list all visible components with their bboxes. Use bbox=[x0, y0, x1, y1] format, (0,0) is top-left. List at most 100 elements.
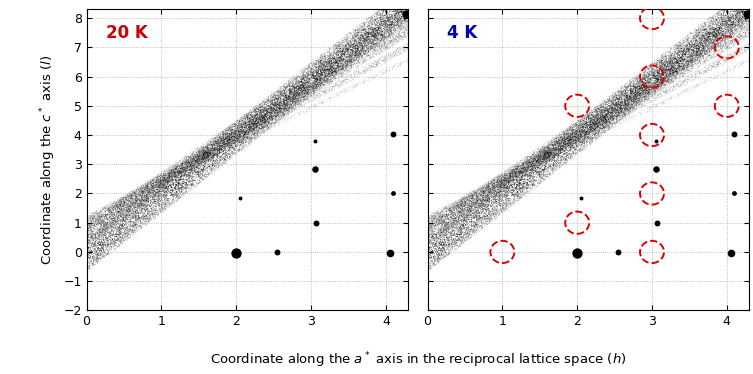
Point bbox=[709, 26, 721, 32]
Point bbox=[251, 125, 263, 131]
Point bbox=[431, 251, 443, 257]
Point bbox=[533, 150, 545, 156]
Point bbox=[498, 178, 511, 184]
Point bbox=[83, 231, 95, 237]
Point bbox=[242, 134, 254, 140]
Point bbox=[441, 220, 453, 226]
Point bbox=[672, 50, 684, 56]
Point bbox=[272, 108, 284, 114]
Point bbox=[382, 18, 394, 24]
Point bbox=[189, 111, 201, 117]
Point bbox=[397, 26, 409, 32]
Point bbox=[627, 88, 639, 94]
Point bbox=[238, 120, 250, 126]
Point bbox=[558, 148, 570, 154]
Point bbox=[618, 114, 630, 120]
Point bbox=[691, 42, 703, 48]
Point bbox=[463, 170, 475, 176]
Point bbox=[440, 215, 452, 221]
Point bbox=[380, 20, 392, 26]
Point bbox=[658, 83, 670, 89]
Point bbox=[198, 159, 210, 165]
Point bbox=[145, 191, 157, 197]
Point bbox=[605, 117, 617, 123]
Point bbox=[428, 215, 440, 221]
Point bbox=[262, 120, 274, 126]
Point bbox=[433, 216, 445, 222]
Point bbox=[187, 150, 200, 156]
Point bbox=[447, 210, 459, 216]
Point bbox=[511, 174, 523, 180]
Point bbox=[270, 114, 282, 120]
Point bbox=[378, 28, 390, 34]
Point bbox=[536, 167, 548, 173]
Point bbox=[690, 32, 702, 38]
Point bbox=[276, 114, 288, 120]
Point bbox=[268, 109, 280, 115]
Point bbox=[557, 143, 569, 149]
Point bbox=[681, 50, 694, 56]
Point bbox=[297, 52, 309, 58]
Point bbox=[184, 174, 196, 180]
Point bbox=[332, 62, 344, 68]
Point bbox=[523, 159, 535, 165]
Point bbox=[127, 264, 139, 270]
Point bbox=[648, 78, 660, 84]
Point bbox=[533, 252, 545, 258]
Point bbox=[266, 83, 278, 89]
Point bbox=[120, 194, 132, 200]
Point bbox=[106, 206, 118, 212]
Point bbox=[258, 97, 270, 103]
Point bbox=[530, 177, 542, 183]
Point bbox=[206, 135, 218, 141]
Point bbox=[556, 146, 569, 152]
Point bbox=[684, 49, 697, 55]
Point bbox=[499, 179, 511, 185]
Point bbox=[105, 227, 117, 233]
Point bbox=[663, 58, 675, 64]
Point bbox=[658, 86, 670, 92]
Point bbox=[335, 56, 347, 62]
Point bbox=[216, 137, 228, 143]
Point bbox=[370, 25, 382, 31]
Point bbox=[452, 214, 464, 220]
Point bbox=[484, 178, 496, 184]
Point bbox=[589, 107, 601, 113]
Point bbox=[646, 92, 658, 98]
Point bbox=[506, 176, 518, 182]
Point bbox=[565, 124, 577, 130]
Point bbox=[242, 121, 255, 127]
Point bbox=[86, 265, 98, 271]
Point bbox=[219, 58, 231, 64]
Point bbox=[300, 91, 312, 97]
Point bbox=[428, 217, 440, 223]
Point bbox=[598, 113, 610, 119]
Point bbox=[191, 269, 203, 275]
Point bbox=[529, 155, 541, 161]
Point bbox=[486, 205, 498, 211]
Point bbox=[506, 169, 518, 175]
Point bbox=[604, 106, 616, 112]
Point bbox=[379, 46, 391, 52]
Point bbox=[607, 99, 619, 105]
Point bbox=[336, 59, 348, 65]
Point bbox=[261, 110, 273, 116]
Point bbox=[499, 208, 511, 214]
Point bbox=[153, 183, 165, 189]
Point bbox=[212, 149, 224, 155]
Point bbox=[142, 183, 154, 189]
Point bbox=[213, 143, 225, 149]
Point bbox=[140, 199, 152, 205]
Point bbox=[382, 16, 394, 22]
Point bbox=[294, 84, 306, 90]
Point bbox=[154, 181, 166, 187]
Point bbox=[643, 86, 655, 92]
Point bbox=[154, 178, 166, 184]
Point bbox=[609, 112, 621, 118]
Point bbox=[426, 293, 438, 299]
Point bbox=[710, 42, 722, 48]
Point bbox=[181, 180, 193, 186]
Point bbox=[439, 214, 451, 220]
Point bbox=[251, 129, 263, 135]
Point bbox=[140, 214, 152, 220]
